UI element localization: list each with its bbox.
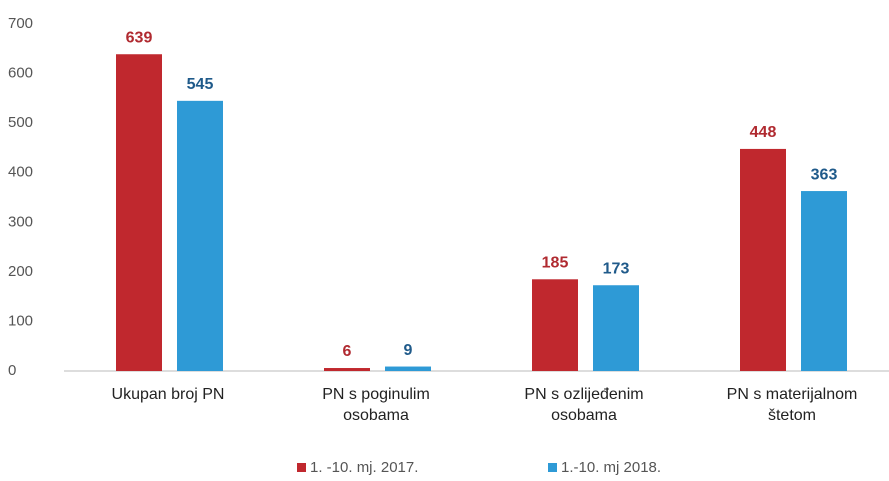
x-tick-label: Ukupan broj PN: [112, 386, 225, 403]
bar: [324, 368, 370, 371]
y-tick-label: 500: [8, 114, 33, 131]
bar: [801, 191, 847, 371]
legend-label: 1. -10. mj. 2017.: [310, 459, 418, 476]
bar: [177, 100, 223, 371]
y-tick-label: 400: [8, 164, 33, 181]
y-tick-label: 700: [8, 15, 33, 32]
x-tick-label: PN s ozlijeđenim: [524, 386, 643, 403]
y-tick-label: 100: [8, 312, 33, 329]
y-tick-label: 600: [8, 65, 33, 82]
bar: [385, 366, 431, 371]
value-label: 639: [126, 29, 153, 46]
y-tick-label: 200: [8, 263, 33, 280]
x-tick-label: štetom: [768, 407, 816, 424]
value-label: 9: [404, 342, 413, 359]
value-label: 173: [603, 260, 630, 277]
legend-label: 1.-10. mj 2018.: [561, 459, 661, 476]
bar: [116, 54, 162, 371]
legend-swatch: [297, 463, 306, 472]
x-tick-label: PN s materijalnom: [727, 386, 858, 403]
y-tick-label: 0: [8, 362, 16, 379]
value-label: 545: [187, 76, 214, 93]
x-tick-label: osobama: [551, 407, 617, 424]
value-label: 448: [750, 124, 777, 141]
value-label: 6: [343, 343, 352, 360]
y-tick-label: 300: [8, 213, 33, 230]
x-tick-label: osobama: [343, 407, 409, 424]
bar: [593, 285, 639, 371]
legend-swatch: [548, 463, 557, 472]
value-label: 185: [542, 255, 569, 272]
bar: [740, 148, 786, 371]
bar: [532, 279, 578, 371]
x-tick-label: PN s poginulim: [322, 386, 430, 403]
value-label: 363: [811, 166, 838, 183]
